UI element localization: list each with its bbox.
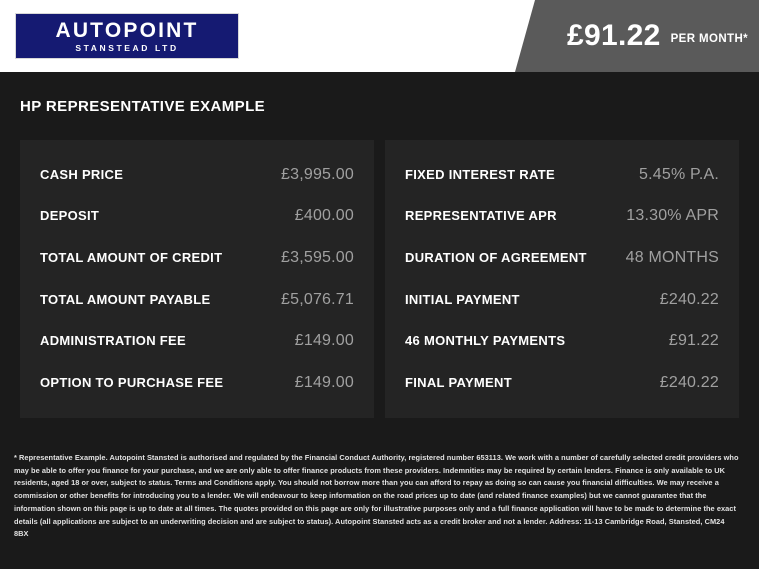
row-value: £240.22 [659,290,719,308]
logo-sub-text: STANSTEAD LTD [75,42,179,53]
finance-panel-left: CASH PRICE £3,995.00 DEPOSIT £400.00 TOT… [20,140,374,418]
row-value: £149.00 [294,332,354,350]
disclaimer-text: * Representative Example. Autopoint Stan… [14,453,739,539]
finance-panel-right: FIXED INTEREST RATE 5.45% P.A. REPRESENT… [385,140,739,418]
row-value: £240.22 [659,374,719,392]
table-row: FINAL PAYMENT £240.22 [405,368,719,398]
finance-details-panels: CASH PRICE £3,995.00 DEPOSIT £400.00 TOT… [20,140,739,418]
row-value: 13.30% APR [626,207,719,225]
logo-main-text: AUTOPOINT [55,18,199,42]
monthly-price-banner: £91.22 PER MONTH* [515,0,759,72]
table-row: DEPOSIT £400.00 [40,201,354,231]
row-label: OPTION TO PURCHASE FEE [40,375,224,391]
table-row: FIXED INTEREST RATE 5.45% P.A. [405,160,719,190]
row-label: DEPOSIT [40,208,100,224]
row-label: 46 MONTHLY PAYMENTS [405,333,566,349]
monthly-price-period: PER MONTH* [670,33,749,45]
row-value: 48 MONTHS [625,249,719,267]
row-label: FINAL PAYMENT [405,375,512,391]
table-row: INITIAL PAYMENT £240.22 [405,285,719,315]
table-row: OPTION TO PURCHASE FEE £149.00 [40,368,354,398]
table-row: TOTAL AMOUNT PAYABLE £5,076.71 [40,285,354,315]
row-value: £400.00 [294,207,354,225]
page-title: HP REPRESENTATIVE EXAMPLE [20,98,266,115]
row-value: £3,595.00 [281,249,354,267]
row-value: £5,076.71 [281,290,354,308]
table-row: DURATION OF AGREEMENT 48 MONTHS [405,243,719,273]
row-label: DURATION OF AGREEMENT [405,250,587,266]
table-row: REPRESENTATIVE APR 13.30% APR [405,201,719,231]
row-value: 5.45% P.A. [639,165,719,183]
row-value: £3,995.00 [281,165,354,183]
row-value: £91.22 [668,332,719,350]
row-label: CASH PRICE [40,166,124,182]
row-label: FIXED INTEREST RATE [405,166,555,182]
row-label: INITIAL PAYMENT [405,291,520,307]
monthly-price-amount: £91.22 [567,19,661,52]
row-label: TOTAL AMOUNT OF CREDIT [40,250,223,266]
row-label: ADMINISTRATION FEE [40,333,186,349]
table-row: CASH PRICE £3,995.00 [40,160,354,190]
table-row: ADMINISTRATION FEE £149.00 [40,326,354,356]
dealer-logo[interactable]: AUTOPOINT STANSTEAD LTD [16,14,238,58]
table-row: TOTAL AMOUNT OF CREDIT £3,595.00 [40,243,354,273]
row-label: TOTAL AMOUNT PAYABLE [40,291,211,307]
row-label: REPRESENTATIVE APR [405,208,557,224]
row-value: £149.00 [294,374,354,392]
page-header: AUTOPOINT STANSTEAD LTD £91.22 PER MONTH… [0,0,759,72]
table-row: 46 MONTHLY PAYMENTS £91.22 [405,326,719,356]
